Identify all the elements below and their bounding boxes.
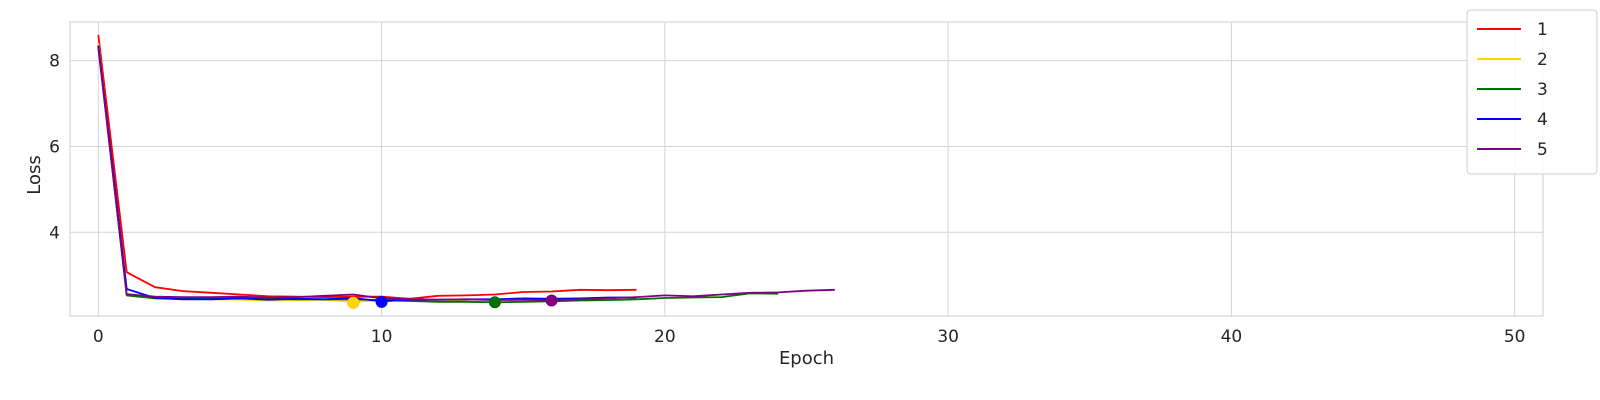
series-layer — [97, 34, 835, 304]
series-line-3 — [97, 45, 779, 304]
legend-label-1: 1 — [1537, 20, 1548, 40]
legend-box — [1466, 9, 1598, 175]
x-tick-label: 20 — [654, 327, 676, 347]
y-tick-label: 4 — [49, 223, 60, 243]
legend-label-5: 5 — [1537, 140, 1548, 160]
grid — [70, 22, 1543, 316]
legend-label-3: 3 — [1537, 80, 1548, 100]
x-tick-labels: 0 10 20 30 40 50 — [93, 327, 1526, 347]
plot-area-frame — [69, 21, 1544, 317]
series-line-1 — [97, 34, 637, 300]
best-epoch-marker-2 — [347, 296, 360, 309]
y-tick-label: 8 — [49, 52, 60, 72]
x-axis-label: Epoch — [779, 348, 834, 369]
x-tick-label: 10 — [371, 327, 393, 347]
series-line-4 — [97, 45, 637, 303]
best-epoch-markers — [347, 294, 558, 309]
x-tick-label: 30 — [937, 327, 959, 347]
x-tick-label: 40 — [1221, 327, 1243, 347]
y-tick-label: 6 — [49, 137, 60, 157]
series-line-2 — [97, 43, 467, 303]
legend: 1 2 3 4 5 — [1466, 9, 1598, 175]
legend-label-4: 4 — [1537, 110, 1548, 130]
series-line-5 — [97, 47, 835, 302]
best-epoch-marker-4 — [375, 295, 388, 308]
best-epoch-marker-5 — [545, 294, 558, 307]
y-tick-labels: 4 6 8 — [49, 52, 60, 244]
y-axis-label: Loss — [24, 155, 45, 194]
best-epoch-marker-3 — [488, 296, 501, 309]
legend-label-2: 2 — [1537, 50, 1548, 70]
x-tick-label: 0 — [93, 327, 104, 347]
x-tick-label: 50 — [1504, 327, 1526, 347]
